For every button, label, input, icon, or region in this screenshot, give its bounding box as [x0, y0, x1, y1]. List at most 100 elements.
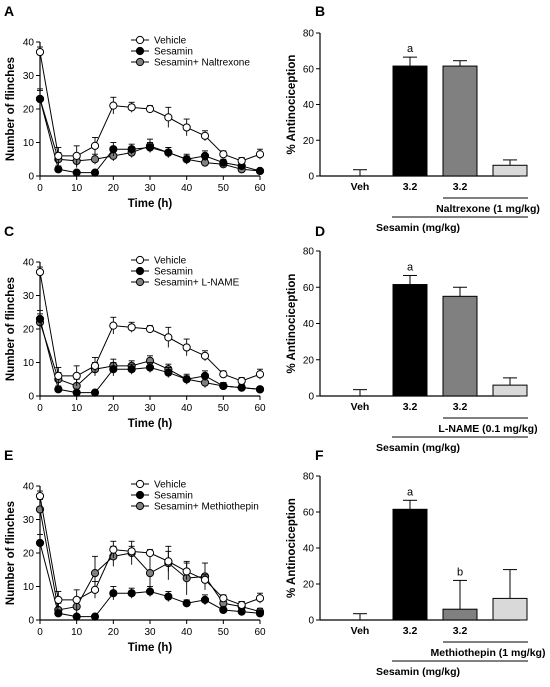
data-point — [72, 168, 81, 177]
panel-e: E 0 10 20 30 40 0 10 20 30 40 50 60 Time (h) Number of… — [4, 447, 266, 654]
data-point — [127, 365, 136, 374]
y-tick-label: 20 — [23, 105, 35, 116]
data-point — [182, 343, 191, 352]
y-tick-label: 0 — [28, 616, 34, 627]
category-label: 3.2 — [453, 181, 468, 193]
data-point — [219, 150, 228, 159]
panel-letter: D — [315, 223, 325, 239]
x-tick-label: 10 — [71, 403, 83, 414]
panel-letter: E — [4, 447, 13, 463]
data-point — [255, 609, 265, 618]
y-axis-title: Number of flinches — [5, 501, 17, 605]
panel-d: D 0 20 40 60 80 % Antinociception Veh a 3.2 3.2 L-N… — [286, 223, 538, 454]
x-tick-label: 40 — [181, 627, 193, 638]
data-point — [182, 567, 191, 576]
data-point — [255, 166, 265, 176]
data-point — [164, 148, 173, 157]
data-point — [109, 365, 118, 374]
panel-b: B 0 20 40 60 80 % Antinociception Veh a 3.2 3.2 Nal… — [286, 3, 540, 234]
y-tick-label: 30 — [23, 71, 35, 82]
x-tick-label: 60 — [254, 183, 266, 194]
x-tick-label: 50 — [218, 403, 230, 414]
y-tick-label: 40 — [23, 482, 35, 493]
data-point — [200, 131, 210, 140]
data-point — [127, 103, 136, 112]
legend-label: Vehicle — [154, 256, 187, 267]
data-point — [90, 141, 100, 150]
data-point — [219, 605, 228, 615]
data-point — [54, 385, 63, 394]
series-1 — [35, 310, 265, 397]
data-point — [145, 104, 155, 114]
data-point — [145, 569, 155, 578]
y-tick-label: 60 — [303, 64, 315, 75]
panel-a: A 0 10 20 30 40 0 10 20 30 40 50 60 Time (h) Number of… — [4, 3, 266, 210]
data-point — [90, 168, 100, 177]
data-point — [35, 47, 45, 57]
legend-label: Sesamin+ L-NAME — [154, 278, 240, 289]
x-tick-label: 0 — [37, 627, 43, 638]
data-point — [145, 324, 155, 334]
y-tick-label: 80 — [303, 29, 315, 40]
series-0 — [35, 46, 265, 166]
data-point — [109, 145, 118, 154]
y-tick-label: 10 — [23, 138, 35, 149]
y-tick-label: 20 — [303, 355, 315, 366]
y-tick-label: 40 — [23, 38, 35, 49]
y-tick-label: 80 — [303, 472, 315, 483]
x-tick-label: 40 — [181, 183, 193, 194]
data-point — [255, 594, 265, 603]
data-point — [35, 94, 45, 104]
panel-c: C 0 10 20 30 40 0 10 20 30 40 50 60 Time (h) Number of… — [4, 223, 266, 430]
y-tick-label: 0 — [308, 172, 314, 183]
data-point — [237, 376, 246, 386]
panel-letter: B — [315, 3, 325, 19]
data-point — [219, 370, 228, 379]
x-tick-label: 30 — [144, 183, 156, 194]
bar — [442, 65, 478, 177]
significance-letter: a — [407, 261, 414, 273]
panel-letter: F — [315, 447, 324, 463]
series-1 — [35, 534, 265, 621]
x-axis-title: Time (h) — [128, 418, 173, 430]
data-point — [127, 589, 136, 598]
data-point — [182, 375, 191, 384]
x-tick-label: 50 — [218, 183, 230, 194]
legend-marker — [135, 255, 145, 265]
data-point — [109, 101, 118, 110]
data-point — [54, 151, 63, 160]
data-point — [200, 351, 210, 360]
data-point — [164, 333, 173, 342]
legend-marker — [135, 277, 145, 287]
panel-letter: A — [4, 3, 14, 19]
bracket-inner-label: Methiothepin (1 mg/kg) — [431, 647, 546, 659]
bracket-outer-label: Sesamin (mg/kg) — [376, 666, 460, 678]
y-tick-label: 40 — [23, 258, 35, 269]
y-tick-label: 60 — [303, 508, 315, 519]
bar — [442, 608, 478, 621]
data-point — [145, 548, 155, 558]
y-tick-label: 20 — [23, 325, 35, 336]
y-tick-label: 10 — [23, 582, 35, 593]
data-point — [182, 599, 191, 608]
data-point — [164, 113, 173, 122]
bar — [392, 65, 428, 177]
category-label: Veh — [351, 625, 370, 637]
data-point — [127, 323, 136, 332]
x-tick-label: 30 — [144, 627, 156, 638]
data-point — [182, 123, 191, 132]
category-label: Veh — [351, 401, 370, 413]
data-point — [237, 600, 246, 610]
data-point — [237, 607, 246, 616]
data-point — [145, 143, 155, 152]
data-point — [54, 371, 63, 380]
legend-label: Sesamin — [154, 267, 193, 278]
panel-letter: C — [4, 223, 14, 239]
data-point — [35, 267, 45, 277]
x-tick-label: 10 — [71, 627, 83, 638]
data-point — [35, 491, 45, 501]
data-point — [255, 385, 265, 394]
data-point — [90, 388, 100, 397]
y-tick-label: 40 — [303, 319, 315, 330]
series-1 — [35, 90, 265, 177]
